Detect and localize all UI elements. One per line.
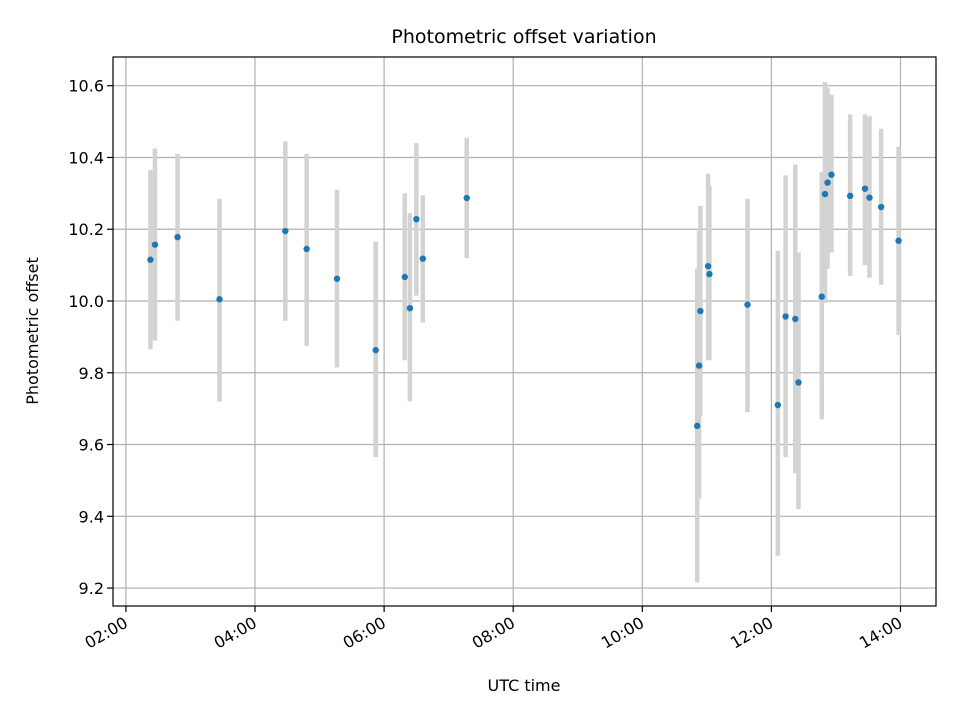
data-point [216,296,223,303]
data-point [828,171,835,178]
y-tick-label: 9.2 [79,579,104,598]
data-point [147,256,154,263]
data-point [818,293,825,300]
data-point [697,307,704,315]
data-point [303,245,310,253]
data-point [792,315,799,323]
y-tick-label: 9.8 [79,364,104,383]
data-point [406,304,414,312]
data-points [147,171,902,430]
data-point [419,255,427,262]
data-point [693,422,701,430]
x-axis-label: UTC time [488,676,561,695]
data-point [401,273,408,281]
data-point [706,270,713,278]
data-point [151,241,159,248]
y-tick-label: 10.2 [68,220,104,239]
data-point [413,215,420,223]
y-tick-label: 10.4 [68,148,104,167]
data-point [744,301,751,308]
y-axis-label: Photometric offset [23,257,42,405]
plot-area-frame [112,56,937,607]
data-point [463,194,470,202]
y-tick-label: 9.4 [79,507,104,526]
data-point [695,362,703,369]
data-point [795,379,802,386]
y-axis: 9.2 9.4 9.6 9.8 10.0 10.2 10.4 10.6 [68,77,113,598]
data-point [774,401,782,409]
y-tick-label: 9.6 [79,436,104,455]
data-point [846,192,854,200]
data-point [282,227,289,235]
y-tick-label: 10.6 [68,77,104,96]
data-point [895,237,902,244]
data-point [174,233,181,241]
data-point [824,179,831,186]
chart-title: Photometric offset variation [391,26,656,48]
grid [113,57,936,606]
data-point [782,313,789,320]
data-point [866,194,873,201]
data-point [821,190,829,198]
y-tick-label: 10.0 [68,292,104,311]
data-point [333,275,341,282]
data-point [861,185,869,192]
data-point [877,203,885,211]
data-point [372,346,379,354]
data-point [704,262,712,270]
